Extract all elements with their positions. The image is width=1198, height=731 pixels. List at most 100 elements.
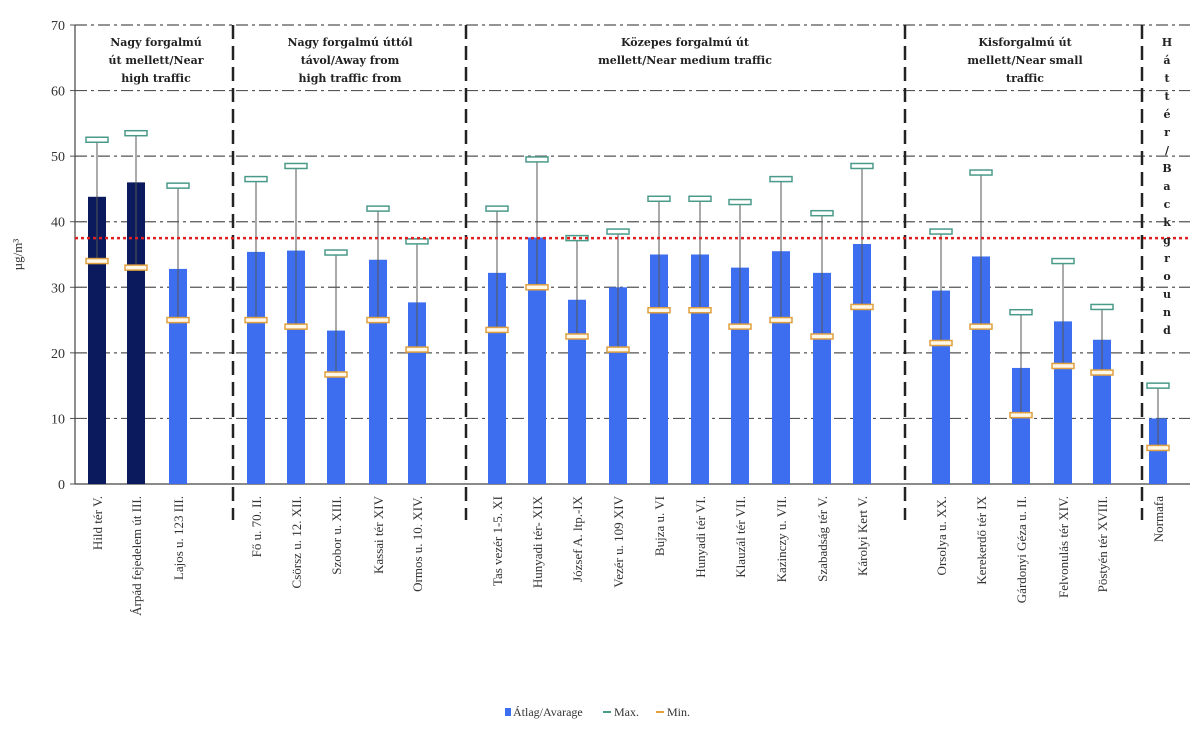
bar (247, 251, 265, 484)
group-label-char: B (1162, 162, 1171, 175)
category-label: Lajos u. 123 III. (171, 496, 186, 580)
max-marker (929, 228, 953, 235)
bar (1149, 418, 1167, 484)
group-label-char: é (1164, 108, 1171, 121)
category-label: Gárdonyi Géza u. II. (1014, 496, 1029, 603)
bar (488, 272, 506, 484)
group-label: Nagy forgalmú (110, 36, 202, 49)
category-label: Ormos u. 10. XIV. (410, 496, 425, 592)
bar (127, 182, 145, 484)
max-marker (324, 249, 348, 256)
category-label: Pöstyén tér XVIII. (1095, 496, 1110, 592)
min-marker (728, 323, 752, 330)
group-label: traffic (1006, 72, 1044, 85)
max-marker (366, 205, 390, 212)
min-marker (1090, 369, 1114, 376)
category-label: Klauzál tér VII. (733, 496, 748, 578)
legend-label-avg: Átlag/Avarage (513, 705, 583, 719)
max-marker (606, 228, 630, 235)
bar (369, 259, 387, 484)
category-label: Kerekerdő tér IX (974, 495, 989, 584)
min-marker (324, 371, 348, 378)
max-marker (244, 175, 268, 183)
bar (1093, 339, 1111, 484)
max-marker (1009, 308, 1033, 316)
min-marker (1146, 444, 1170, 452)
bar (327, 330, 345, 484)
max-marker (688, 195, 712, 203)
min-marker (244, 316, 268, 324)
category-label: Kassai tér XIV (371, 495, 386, 574)
min-marker (565, 333, 589, 340)
bar (88, 196, 106, 484)
min-marker (969, 323, 993, 330)
y-tick-label: 0 (58, 478, 65, 493)
category-label: Fő u. 70. II. (249, 496, 264, 557)
y-axis-label: µg/m³ (10, 239, 25, 271)
group-label-char: k (1163, 216, 1171, 229)
category-label: Kazinczy u. VII. (774, 496, 789, 582)
category-label: Vezér u. 109 XIV (611, 495, 626, 587)
group-label-char: t (1164, 90, 1170, 103)
group-label-char: r (1164, 126, 1170, 139)
category-label: Tas vezér 1-5. XI (490, 496, 505, 586)
bar (932, 290, 950, 484)
group-label: Kisforgalmú út (978, 36, 1072, 49)
category-label: Szobor u. XIII. (329, 496, 344, 575)
legend-label-min: Min. (667, 705, 690, 719)
category-label: Csörsz u. 12. XII. (289, 496, 304, 588)
category-label: Szabadság tér V. (815, 496, 830, 582)
y-tick-label: 60 (51, 85, 65, 100)
min-marker (1051, 362, 1075, 370)
y-tick-label: 10 (51, 412, 65, 427)
bar (972, 256, 990, 484)
max-marker (85, 136, 109, 143)
min-marker (525, 284, 549, 291)
category-label: Árpád fejedelem út III. (129, 496, 144, 616)
group-label-char: a (1163, 180, 1170, 193)
legend-label-max: Max. (614, 705, 639, 719)
category-label: Hunyadi tér VI. (693, 496, 708, 578)
min-marker (85, 257, 109, 265)
bar (731, 267, 749, 484)
bar (609, 287, 627, 484)
group-label-char: á (1163, 54, 1170, 67)
bar (1054, 321, 1072, 484)
group-label-char: H (1162, 36, 1172, 49)
group-label: high traffic from (299, 72, 402, 85)
group-label-char: d (1163, 324, 1171, 337)
max-marker (405, 238, 429, 245)
max-marker (124, 129, 148, 137)
y-tick-label: 50 (51, 150, 65, 165)
category-label: Hunyadi tér- XIX (530, 495, 545, 588)
max-marker (525, 156, 549, 163)
min-marker (1009, 411, 1033, 419)
min-marker (366, 316, 390, 324)
min-marker (166, 316, 190, 324)
legend-swatch-avg (505, 708, 511, 716)
max-marker (810, 209, 834, 217)
category-label: Felvonulás tér XIV. (1056, 496, 1071, 598)
category-label: Normafa (1151, 496, 1166, 542)
group-label: út mellett/Near (108, 54, 203, 67)
max-marker (647, 195, 671, 203)
max-marker (485, 205, 509, 212)
y-tick-label: 70 (51, 19, 65, 34)
group-label: Nagy forgalmú úttól (287, 36, 412, 49)
y-tick-label: 40 (51, 216, 65, 231)
group-label-char: n (1163, 306, 1171, 319)
min-marker (769, 316, 793, 324)
category-label: Károlyi Kert V. (855, 496, 870, 576)
max-marker (769, 175, 793, 183)
bar (1012, 367, 1030, 484)
bar (528, 237, 546, 484)
max-marker (969, 169, 993, 176)
min-marker (647, 306, 671, 314)
max-marker (728, 198, 752, 206)
group-label: távol/Away from (301, 54, 400, 67)
max-marker (284, 162, 308, 170)
group-label-char: g (1163, 234, 1171, 247)
min-marker (485, 326, 509, 334)
y-tick-label: 20 (51, 347, 65, 362)
bar (568, 299, 586, 484)
